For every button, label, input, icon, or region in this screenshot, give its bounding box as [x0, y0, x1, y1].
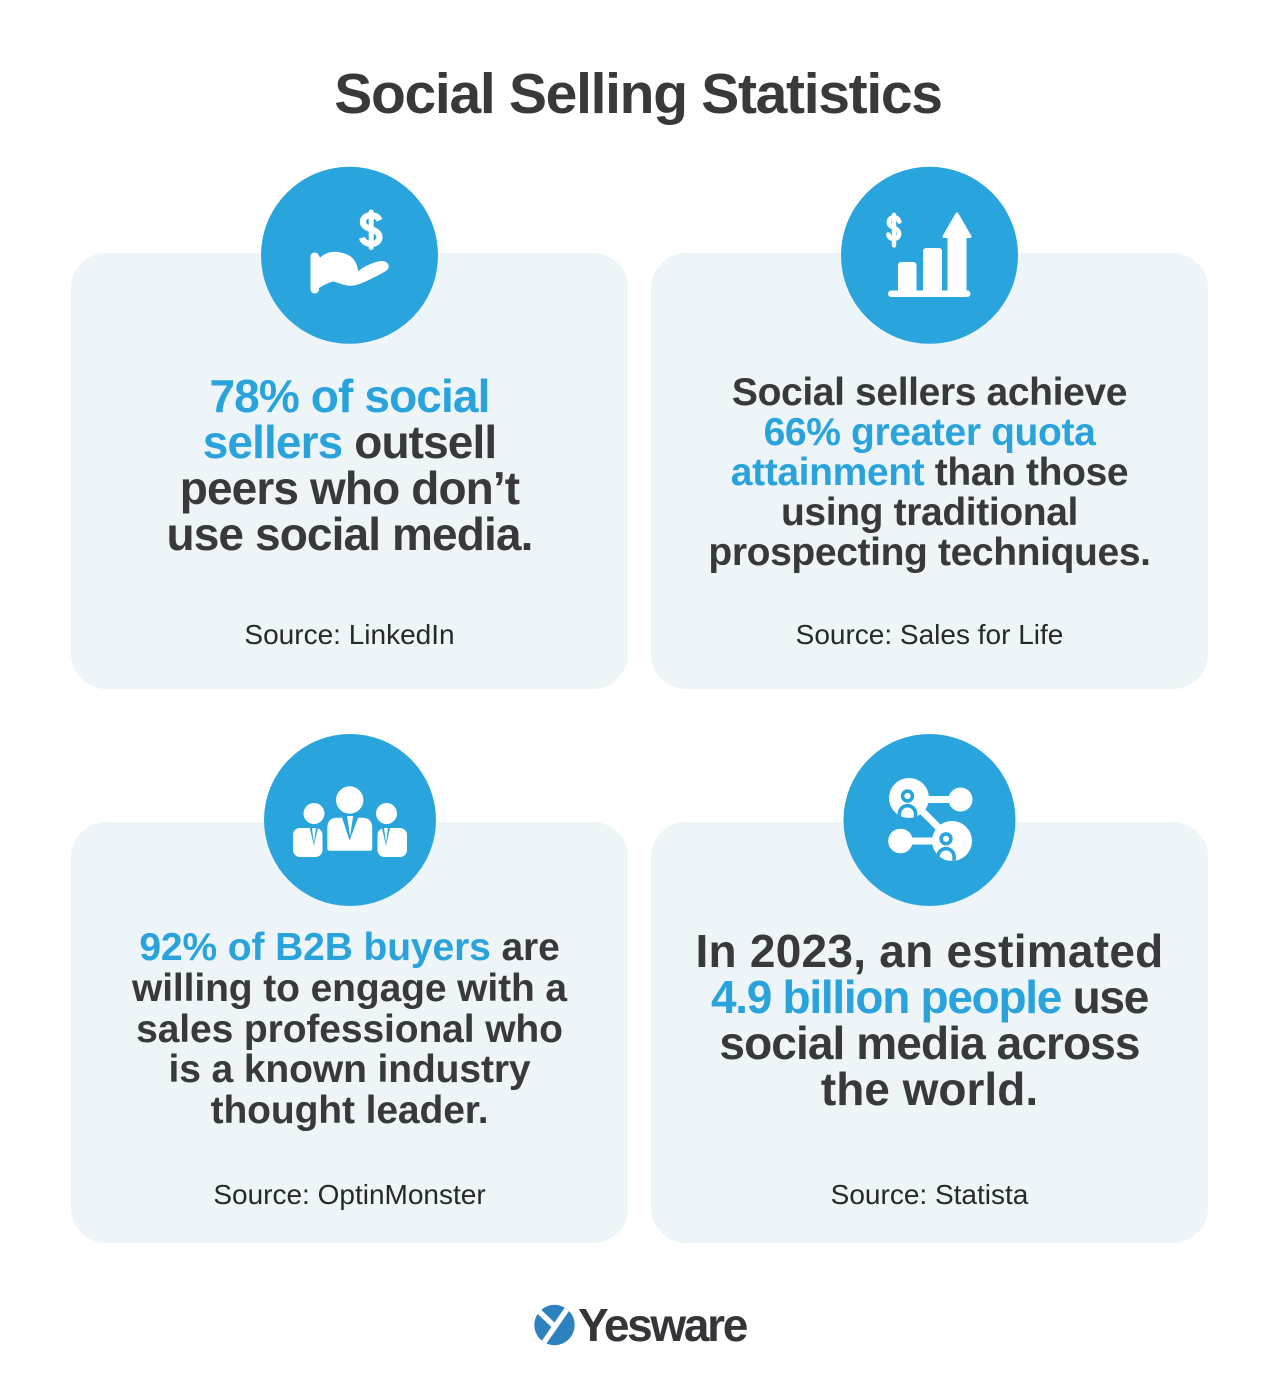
svg-text:Yesware: Yesware	[578, 1299, 748, 1351]
